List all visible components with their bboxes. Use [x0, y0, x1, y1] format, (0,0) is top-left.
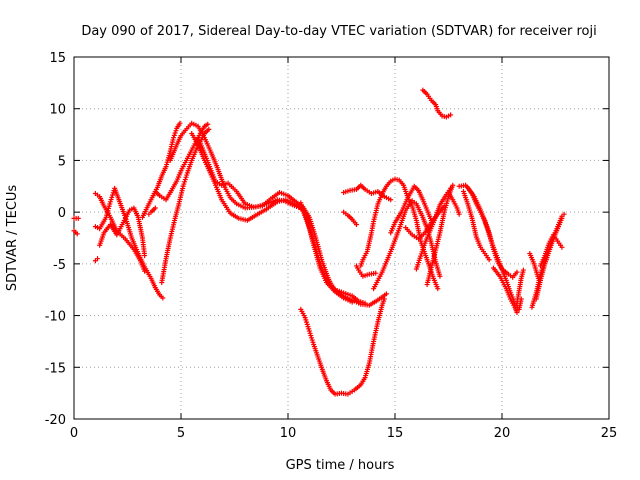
data-point — [448, 112, 454, 118]
chart-title: Day 090 of 2017, Sidereal Day-to-day VTE… — [81, 24, 596, 39]
data-point — [142, 253, 148, 259]
data-point — [362, 300, 368, 306]
data-point — [450, 182, 456, 188]
data-point — [559, 244, 565, 250]
x-tick-label: 0 — [70, 426, 78, 441]
x-axis-label: GPS time / hours — [286, 458, 395, 473]
gridlines — [74, 57, 609, 419]
data-point — [381, 296, 387, 302]
data-point — [544, 255, 550, 261]
axis-ticks: 0 5 10 15 20 25 -20 -15 -10 -5 0 5 10 15 — [45, 51, 618, 441]
data-point — [383, 291, 389, 297]
data-point — [173, 128, 179, 134]
data-point — [74, 231, 80, 237]
y-tick-label: 5 — [58, 154, 66, 169]
data-point — [561, 211, 567, 217]
data-point — [559, 215, 565, 221]
data-point — [486, 257, 492, 263]
data-point — [353, 222, 359, 228]
data-point — [437, 273, 443, 279]
data-points — [71, 87, 567, 397]
data-point — [373, 270, 379, 276]
data-point — [435, 286, 441, 292]
y-tick-label: 10 — [49, 103, 66, 118]
data-point — [456, 211, 462, 217]
y-axis-label: SDTVAR / TECUs — [5, 185, 20, 292]
x-tick-label: 25 — [601, 426, 618, 441]
y-tick-label: 15 — [49, 51, 66, 66]
data-point — [95, 256, 101, 262]
data-point — [388, 197, 394, 203]
data-point — [177, 120, 183, 126]
data-point — [171, 135, 177, 141]
x-tick-label: 10 — [280, 426, 297, 441]
data-point — [75, 215, 81, 221]
data-point — [172, 130, 178, 136]
y-tick-label: -5 — [53, 258, 66, 273]
x-tick-label: 15 — [387, 426, 404, 441]
data-point — [152, 205, 158, 211]
data-point — [514, 309, 520, 315]
plot-frame — [73, 56, 610, 420]
y-tick-label: -20 — [45, 413, 66, 428]
data-point — [160, 295, 166, 301]
y-tick-label: -15 — [45, 361, 66, 376]
y-tick-label: 0 — [58, 206, 66, 221]
data-point — [205, 121, 211, 127]
data-point — [514, 269, 520, 275]
data-point — [171, 132, 177, 138]
x-tick-label: 20 — [494, 426, 511, 441]
data-point — [206, 126, 212, 132]
data-point — [349, 299, 355, 305]
data-point — [520, 267, 526, 273]
x-tick-label: 5 — [177, 426, 185, 441]
y-tick-label: -10 — [45, 310, 66, 325]
